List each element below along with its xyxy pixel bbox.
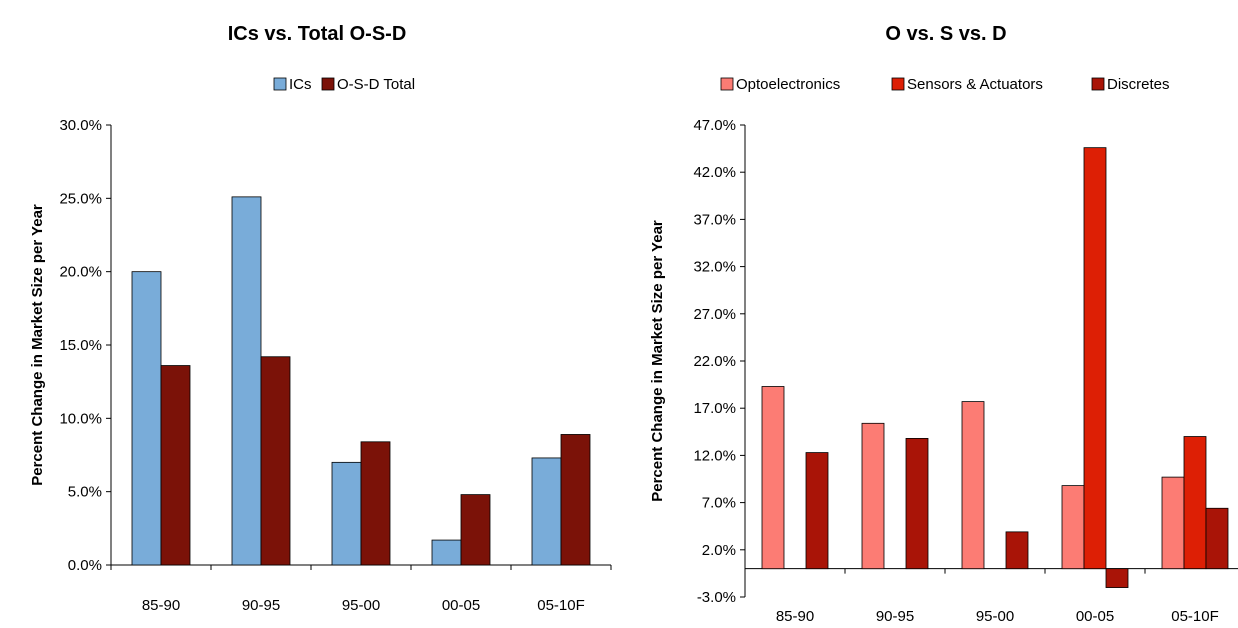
legend-label-discretes: Discretes xyxy=(1107,76,1170,93)
left-y-tick-label: 0.0% xyxy=(68,557,102,574)
right-y-tick-label: -3.0% xyxy=(697,589,736,606)
left-bar-ics-90-95 xyxy=(231,196,262,566)
left-chart-y-axis-label: Percent Change in Market Size per Year xyxy=(29,204,46,486)
left-x-tick-label: 05-10F xyxy=(537,597,585,614)
right-bar-optoelectronics-05-10F xyxy=(1161,476,1185,570)
right-y-tick-label: 7.0% xyxy=(702,495,736,512)
right-x-tick-label: 00-05 xyxy=(1076,608,1114,623)
left-x-tick-label: 85-90 xyxy=(142,597,180,614)
right-bar-sensors-actuators-05-10F xyxy=(1183,436,1207,570)
left-bar-ics-05-10F xyxy=(531,457,562,566)
right-x-tick-label: 85-90 xyxy=(776,608,814,623)
left-x-tick-label: 95-00 xyxy=(342,597,380,614)
right-x-tick-label: 05-10F xyxy=(1171,608,1219,623)
left-bar-o-s-d-total-95-00 xyxy=(360,441,391,566)
legend-swatch-ics xyxy=(273,77,287,91)
right-y-tick-label: 32.0% xyxy=(693,259,736,276)
right-bar-discretes-05-10F xyxy=(1205,507,1229,570)
right-bar-optoelectronics-95-00 xyxy=(961,401,985,570)
right-chart-title: O vs. S vs. D xyxy=(885,23,1006,45)
right-bar-optoelectronics-90-95 xyxy=(861,422,885,570)
left-bar-o-s-d-total-00-05 xyxy=(460,494,491,566)
right-y-tick-label: 2.0% xyxy=(702,542,736,559)
right-y-tick-label: 17.0% xyxy=(693,400,736,417)
left-chart-plot-area: 0.0% 5.0% 10.0% 15.0% 20.0% 25.0% 30.0% 85-90 90… xyxy=(59,117,612,614)
right-y-tick-label: 47.0% xyxy=(693,117,736,134)
right-y-tick-label: 42.0% xyxy=(693,164,736,181)
right-bar-discretes-00-05 xyxy=(1105,568,1129,588)
right-bar-discretes-95-00 xyxy=(1005,531,1029,570)
right-y-tick-label: 37.0% xyxy=(693,211,736,228)
legend-swatch-discretes xyxy=(1091,77,1105,91)
left-bar-ics-00-05 xyxy=(431,539,462,566)
right-bar-discretes-85-90 xyxy=(805,452,829,570)
legend-swatch-sensors-actuators xyxy=(891,77,905,91)
left-chart-title: ICs vs. Total O-S-D xyxy=(228,23,407,45)
left-bar-ics-95-00 xyxy=(331,461,362,566)
left-bar-ics-85-90 xyxy=(131,271,162,566)
right-x-tick-label: 90-95 xyxy=(876,608,914,623)
right-chart-y-axis-label: Percent Change in Market Size per Year xyxy=(649,220,666,502)
left-y-tick-label: 20.0% xyxy=(59,264,102,281)
right-bar-optoelectronics-85-90 xyxy=(761,386,785,570)
right-x-tick-label: 95-00 xyxy=(976,608,1014,623)
left-bar-o-s-d-total-05-10F xyxy=(560,434,591,566)
left-chart: ICs vs. Total O-S-D ICs O-S-D Total Perc… xyxy=(29,23,612,614)
right-y-tick-label: 22.0% xyxy=(693,353,736,370)
left-x-tick-label: 00-05 xyxy=(442,597,480,614)
right-bar-optoelectronics-00-05 xyxy=(1061,485,1085,570)
right-chart-plot-area: -3.0% 2.0% 7.0% 12.0% 17.0% 22.0% 27.0% 32.0% 37… xyxy=(693,117,1238,625)
legend-label-osd-total: O-S-D Total xyxy=(337,76,415,93)
legend-swatch-optoelectronics xyxy=(720,77,734,91)
right-bar-sensors-actuators-00-05 xyxy=(1083,147,1107,570)
left-chart-legend: ICs O-S-D Total xyxy=(273,76,415,93)
right-bar-discretes-90-95 xyxy=(905,438,929,570)
legend-label-sensors-actuators: Sensors & Actuators xyxy=(907,76,1043,93)
right-chart: O vs. S vs. D Optoelectronics Sensors & … xyxy=(649,23,1238,625)
left-x-tick-label: 90-95 xyxy=(242,597,280,614)
left-bar-o-s-d-total-85-90 xyxy=(160,365,191,566)
left-y-tick-label: 15.0% xyxy=(59,337,102,354)
legend-label-ics: ICs xyxy=(289,76,312,93)
left-y-tick-label: 30.0% xyxy=(59,117,102,134)
left-bar-o-s-d-total-90-95 xyxy=(260,356,291,566)
right-y-tick-label: 27.0% xyxy=(693,306,736,323)
left-y-tick-label: 25.0% xyxy=(59,190,102,207)
legend-swatch-osd-total xyxy=(321,77,335,91)
legend-label-optoelectronics: Optoelectronics xyxy=(736,76,840,93)
left-y-tick-label: 10.0% xyxy=(59,410,102,427)
left-y-tick-label: 5.0% xyxy=(68,484,102,501)
right-y-tick-label: 12.0% xyxy=(693,447,736,464)
right-chart-legend: Optoelectronics Sensors & Actuators Disc… xyxy=(720,76,1170,93)
